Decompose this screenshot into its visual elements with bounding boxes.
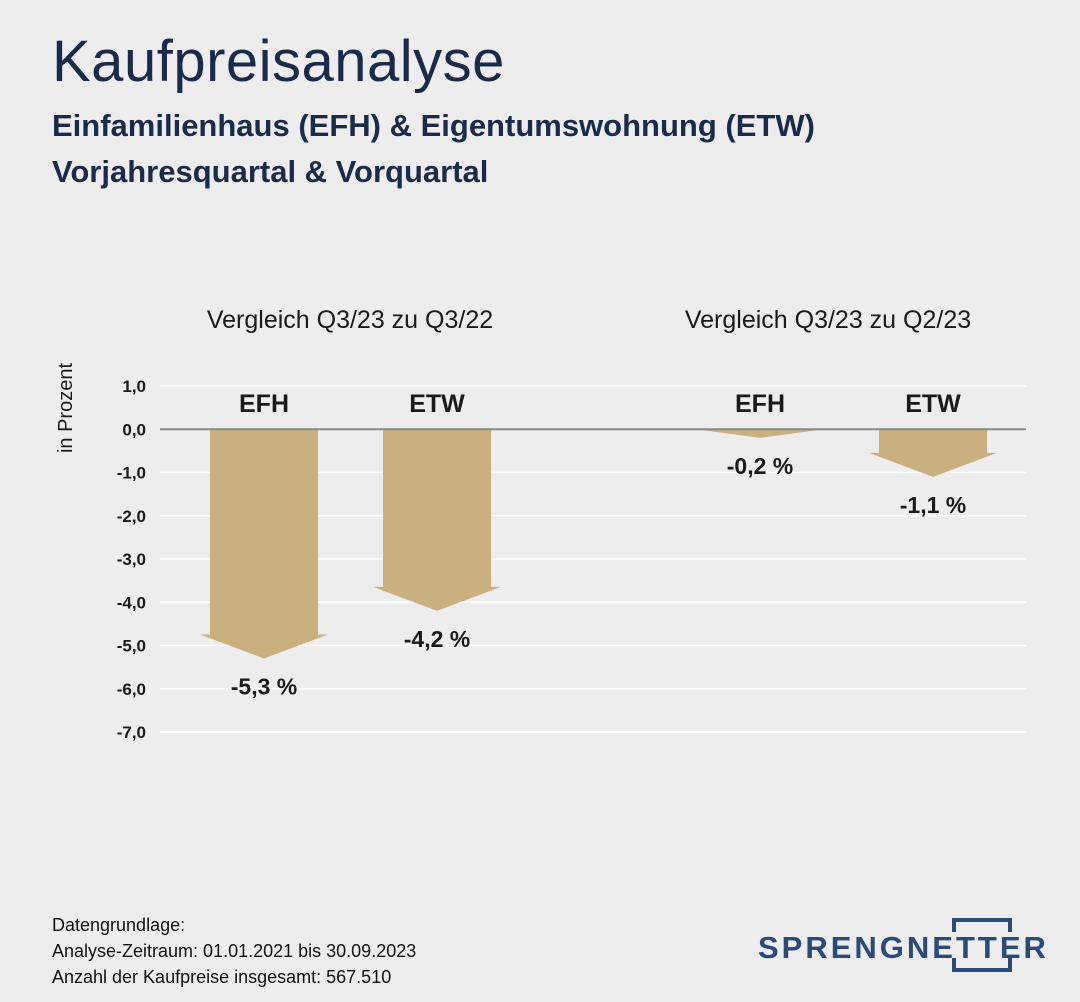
subtitle-line-1: Einfamilienhaus (EFH) & Eigentumswohnung… xyxy=(52,108,815,143)
y-tick-label: -4,0 xyxy=(117,593,146,612)
logo-text: SPRENGNETTER xyxy=(758,930,1049,965)
bar-value-label: -5,3 % xyxy=(231,673,297,699)
bar-value-label: -0,2 % xyxy=(727,453,793,479)
footer-line-1: Datengrundlage: xyxy=(52,915,186,935)
y-tick-label: 0,0 xyxy=(122,420,146,439)
subtitle-line-2: Vorjahresquartal & Vorquartal xyxy=(52,154,489,189)
bar-value-label: -4,2 % xyxy=(404,626,470,652)
bar-arrow-efh xyxy=(200,429,328,659)
y-axis-label: in Prozent xyxy=(55,363,77,453)
y-tick-label: -1,0 xyxy=(117,464,146,483)
bar-category-label: EFH xyxy=(735,390,785,418)
bar-value-label: -1,1 % xyxy=(900,492,966,518)
footer-line-2: Analyse-Zeitraum: 01.01.2021 bis 30.09.2… xyxy=(52,941,417,961)
y-tick-label: 1,0 xyxy=(122,377,146,396)
group-title: Vergleich Q3/23 zu Q3/22 xyxy=(207,306,493,334)
y-tick-label: -7,0 xyxy=(117,723,146,742)
sprengnetter-logo: SPRENGNETTER xyxy=(758,914,1046,974)
y-tick-label: -6,0 xyxy=(117,680,146,699)
page-title: Kaufpreisanalyse xyxy=(52,29,505,94)
bar-arrow-etw xyxy=(373,429,501,611)
logo-mark-icon xyxy=(952,918,1012,972)
group-title: Vergleich Q3/23 zu Q2/23 xyxy=(685,306,971,334)
bar-category-label: ETW xyxy=(409,390,465,418)
y-tick-label: -3,0 xyxy=(117,550,146,569)
bar-arrow-etw xyxy=(869,429,997,477)
bar-category-label: EFH xyxy=(239,390,289,418)
bar-arrow-efh xyxy=(696,429,824,438)
bar-category-label: ETW xyxy=(905,390,961,418)
y-tick-label: -2,0 xyxy=(117,507,146,526)
footer-line-3: Anzahl der Kaufpreise insgesamt: 567.510 xyxy=(52,967,392,987)
y-tick-label: -5,0 xyxy=(117,637,146,656)
data-source-note: Datengrundlage: Analyse-Zeitraum: 01.01.… xyxy=(52,912,416,990)
